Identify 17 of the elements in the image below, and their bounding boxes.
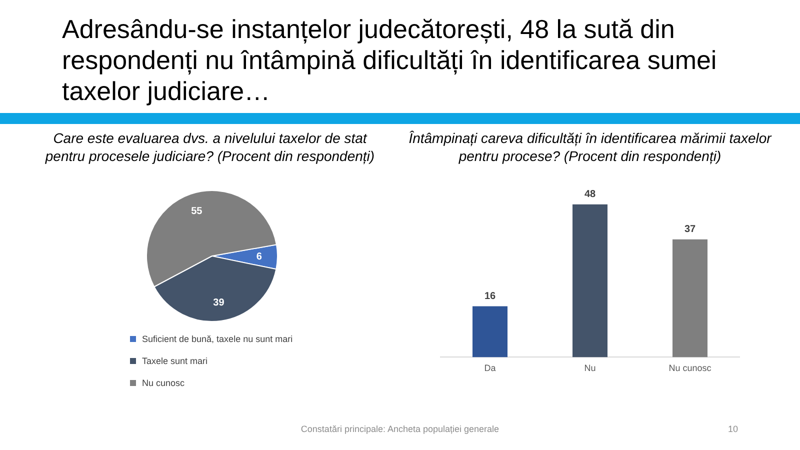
x-tick-label: Nu cunosc xyxy=(668,363,712,374)
legend-label: Suficient de bună, taxele nu sunt mari xyxy=(142,334,293,344)
text: Constatări principale: Ancheta populației generale xyxy=(300,424,500,434)
data-label: 37 xyxy=(684,224,696,236)
data-label: 6 xyxy=(256,251,262,262)
legend-label: Taxele sunt mari xyxy=(142,356,208,366)
text: Adresându-se instanțelor judecătorești, 48 la sută din respondenți nu întâmpină dificultăți în identificarea sumei taxelor judiciare… xyxy=(62,14,718,107)
legend-label: Nu cunosc xyxy=(142,378,185,388)
x-tick-label: Nu xyxy=(584,363,596,374)
chart-title: Întâmpinați careva dificultăți în identificarea mărimii taxelor pentru procese? (Procent din respondenți) xyxy=(408,129,773,165)
data-label: 39 xyxy=(213,297,225,308)
x-tick-label: Da xyxy=(484,363,496,374)
text: 10 xyxy=(728,424,738,434)
data-label: 55 xyxy=(191,206,203,218)
data-label: 16 xyxy=(484,291,496,302)
data-label: 48 xyxy=(584,189,596,200)
chart-title: Care este evaluarea dvs. a nivelului taxelor de stat pentru procesele judiciare? (Procent din respondenți) xyxy=(44,129,376,165)
